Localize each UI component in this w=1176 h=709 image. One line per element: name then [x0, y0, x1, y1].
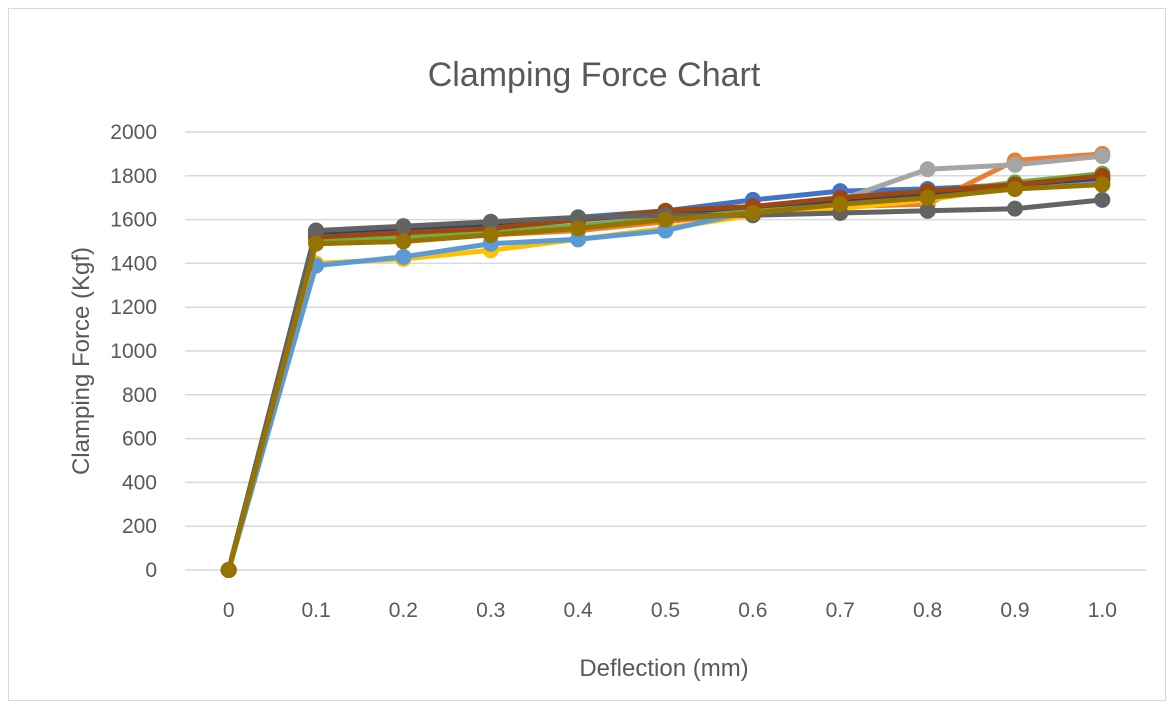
data-point — [395, 218, 412, 235]
y-tick-label: 400 — [122, 471, 157, 494]
series-line — [226, 197, 1103, 571]
series-lines — [220, 145, 1111, 578]
y-tick-label: 2000 — [110, 121, 157, 144]
data-point — [482, 226, 499, 243]
y-tick-label: 1200 — [110, 296, 157, 319]
x-tick-label: 1.0 — [1088, 599, 1117, 622]
data-point — [395, 233, 412, 250]
y-tick-label: 200 — [122, 515, 157, 538]
x-tick-label: 0.5 — [651, 599, 680, 622]
chart-frame: Clamping Force Chart 0 200 400 600 800 1000 12… — [8, 8, 1166, 701]
data-point — [1094, 191, 1111, 208]
x-tick-label: 0.1 — [301, 599, 330, 622]
data-point — [919, 202, 936, 219]
data-point — [919, 189, 936, 206]
x-axis-label: Deflection (mm) — [579, 655, 748, 682]
x-tick-label: 0.3 — [476, 599, 505, 622]
series-10 — [220, 176, 1111, 578]
y-tick-label: 1000 — [110, 340, 157, 363]
x-tick-label: 0.7 — [826, 599, 855, 622]
data-point — [308, 222, 325, 239]
data-point — [570, 231, 587, 248]
y-tick-label: 1800 — [110, 165, 157, 188]
data-point — [919, 161, 936, 178]
y-axis-ticks: 0 200 400 600 800 1000 1200 1400 1600 1800 2000 — [110, 121, 157, 582]
data-point — [482, 213, 499, 230]
x-tick-label: 0.2 — [389, 599, 418, 622]
x-tick-label: 0.4 — [564, 599, 594, 622]
gridlines — [185, 131, 1146, 571]
y-tick-label: 0 — [145, 559, 157, 582]
series-9 — [220, 191, 1111, 578]
data-point — [1006, 156, 1023, 173]
data-point — [744, 205, 761, 222]
y-tick-label: 600 — [122, 428, 157, 451]
data-point — [1006, 180, 1023, 197]
data-point — [657, 211, 674, 228]
x-tick-label: 0.8 — [913, 599, 942, 622]
y-tick-label: 1600 — [110, 209, 157, 232]
data-point — [1094, 148, 1111, 165]
data-point — [308, 235, 325, 252]
data-point — [1006, 200, 1023, 217]
data-point — [1094, 176, 1111, 193]
data-point — [657, 222, 674, 239]
line-chart: Clamping Force Chart 0 200 400 600 800 1000 12… — [68, 56, 1146, 682]
data-point — [832, 196, 849, 213]
data-point — [395, 248, 412, 265]
chart-title: Clamping Force Chart — [428, 56, 761, 94]
y-tick-label: 1400 — [110, 252, 157, 275]
x-tick-label: 0.6 — [738, 599, 767, 622]
data-point — [570, 209, 587, 226]
y-axis-label: Clamping Force (Kgf) — [68, 247, 95, 475]
data-point — [570, 220, 587, 237]
series-line — [226, 182, 1103, 571]
y-tick-label: 800 — [122, 384, 157, 407]
x-tick-label: 0 — [223, 599, 235, 622]
x-tick-label: 0.9 — [1000, 599, 1029, 622]
data-point — [220, 562, 237, 578]
x-axis-ticks: 0 0.1 0.2 0.3 0.4 0.5 0.6 0.7 0.8 0.9 1.0 — [223, 599, 1117, 622]
